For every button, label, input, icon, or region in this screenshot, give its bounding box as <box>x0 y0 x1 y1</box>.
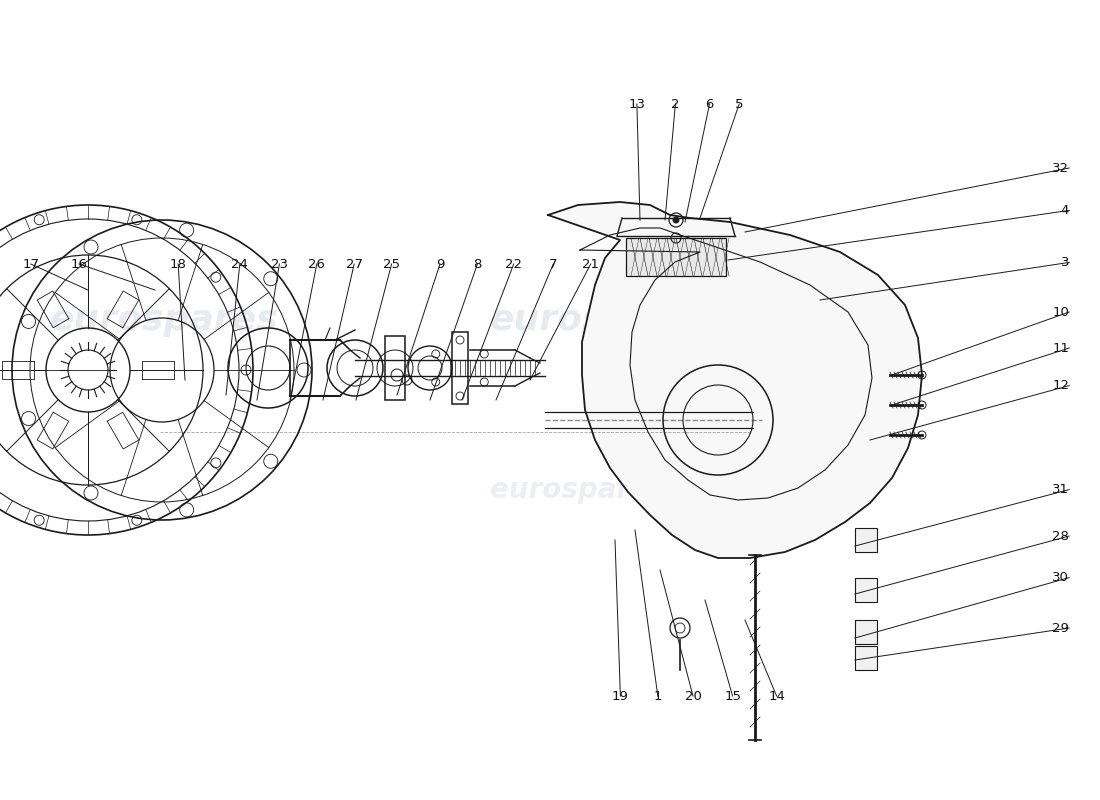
Text: 17: 17 <box>22 258 40 270</box>
Text: 23: 23 <box>271 258 288 270</box>
Text: 31: 31 <box>1053 483 1069 496</box>
Text: eurospares: eurospares <box>50 303 278 337</box>
Text: 14: 14 <box>768 690 785 702</box>
Bar <box>855 620 877 644</box>
Text: 25: 25 <box>383 258 400 270</box>
Bar <box>855 528 877 552</box>
Text: 29: 29 <box>1053 622 1069 634</box>
Bar <box>855 646 877 670</box>
Bar <box>855 578 877 602</box>
Text: 10: 10 <box>1053 306 1069 318</box>
Text: 32: 32 <box>1053 162 1069 174</box>
Text: 13: 13 <box>628 98 646 110</box>
Text: 8: 8 <box>473 258 482 270</box>
Text: 26: 26 <box>308 258 326 270</box>
Text: eurospares: eurospares <box>490 303 718 337</box>
Text: 1: 1 <box>653 690 662 702</box>
Text: 19: 19 <box>612 690 629 702</box>
Polygon shape <box>548 202 922 558</box>
Text: 24: 24 <box>231 258 249 270</box>
Text: 5: 5 <box>735 98 744 110</box>
Text: 22: 22 <box>505 258 522 270</box>
Text: eurospares: eurospares <box>490 476 666 504</box>
Text: 7: 7 <box>549 258 558 270</box>
Circle shape <box>673 217 679 223</box>
Text: 2: 2 <box>671 98 680 110</box>
Text: 30: 30 <box>1053 571 1069 584</box>
Text: 4: 4 <box>1060 204 1069 217</box>
Text: 15: 15 <box>724 690 741 702</box>
Text: 21: 21 <box>582 258 600 270</box>
Text: 12: 12 <box>1053 379 1069 392</box>
Text: 3: 3 <box>1060 256 1069 269</box>
Text: 28: 28 <box>1053 530 1069 542</box>
Text: 9: 9 <box>436 258 444 270</box>
Text: 27: 27 <box>345 258 363 270</box>
Text: 16: 16 <box>70 258 88 270</box>
Text: 20: 20 <box>684 690 702 702</box>
Text: 18: 18 <box>169 258 187 270</box>
Text: 6: 6 <box>705 98 714 110</box>
Bar <box>626 238 726 276</box>
Text: 11: 11 <box>1053 342 1069 354</box>
